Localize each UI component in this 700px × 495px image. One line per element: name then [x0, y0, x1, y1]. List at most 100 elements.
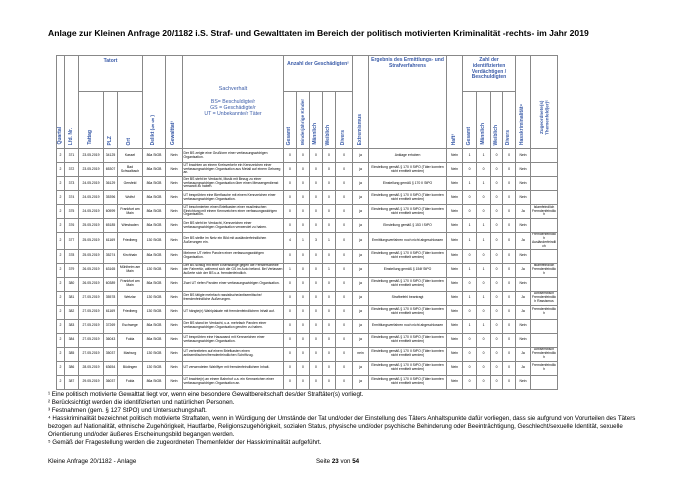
table-cell: 25.05.2019	[78, 232, 104, 250]
table-cell: 130 StGB	[142, 232, 166, 250]
table-cell: 2	[56, 162, 65, 177]
table-row: 2 372 23.05.2019 65307 Bad Schwalbach 86a StG…	[56, 162, 559, 177]
table-cell: 0	[490, 276, 504, 292]
table-cell: 86a StGB	[142, 176, 166, 191]
table-cell: 24.05.2019	[78, 190, 104, 205]
table-row: 2 374 24.05.2019 35396 Wolfsf 86a StGB Nein UT …	[56, 190, 559, 205]
table-cell: 1	[296, 232, 310, 250]
header-cell: Männlich	[479, 123, 486, 145]
table-cell: 0	[476, 304, 492, 320]
table-cell: 35274	[103, 248, 118, 264]
table-cell: Der BS zeigte eine Grußform einer verfas…	[182, 148, 284, 163]
table-cell: 2	[56, 346, 65, 362]
table-cell: 36043	[103, 332, 118, 348]
table-cell: 0	[490, 290, 504, 306]
table-cell: Der BS tätigte mehrfach rassistische/ant…	[182, 290, 284, 306]
footnotes: ¹ Eine politisch motivierte Gewalttat li…	[48, 391, 648, 447]
table-cell: 61169	[103, 304, 118, 320]
table-cell: 2	[56, 218, 65, 233]
table-cell: 60389	[103, 276, 118, 292]
table-cell: ja	[352, 148, 370, 163]
header-cell: Anzahl der Geschädigten²	[282, 55, 354, 92]
table-cell: 1	[462, 148, 478, 163]
table-cell: 384	[64, 332, 79, 348]
header-cell: Extremismus	[356, 113, 363, 145]
table-cell: ja	[352, 176, 370, 191]
table-cell: Nein	[515, 176, 532, 191]
table-cell: 0	[283, 276, 297, 292]
table-cell: ja	[352, 360, 370, 376]
table-cell: 0	[334, 262, 354, 278]
table-cell: 26.05.2019	[78, 276, 104, 292]
table-cell: 0	[296, 290, 310, 306]
table-cell: 0	[283, 190, 297, 205]
table-cell: 0	[309, 360, 323, 376]
table-cell: Einstellung gemäß § 170 II StPO	[368, 176, 448, 191]
table-cell: 0	[322, 162, 336, 177]
table-cell: 0	[476, 204, 492, 219]
table-cell: 0	[502, 290, 517, 306]
table-cell: 86a StGB	[142, 218, 166, 233]
table-cell: Mühlheim am Main	[117, 262, 143, 278]
table-cell: 0	[476, 346, 492, 362]
table-cell: 1	[476, 290, 492, 306]
table-cell: Einstellung gemäß § 170 II StPO (Täter k…	[368, 204, 448, 219]
table-row: 2 386 28.05.2019 63654 Büdingen 130 StGB Nein U…	[56, 360, 559, 376]
table-cell: Einstellung gemäß § 170 II StPO (Täter k…	[368, 190, 448, 205]
table-cell: Einstellung gemäß § 170 II StPO (Täter k…	[368, 374, 448, 390]
table-cell: Mehrere UT riefen Parolen einer verfassu…	[182, 248, 284, 264]
table-cell: 0	[462, 360, 478, 376]
table-cell: 0	[296, 346, 310, 362]
table-cell: 2	[56, 304, 65, 320]
table-cell: Eschwege	[117, 318, 143, 334]
table-cell	[530, 218, 559, 233]
table-cell: Ja	[515, 360, 532, 376]
table-cell: Fremdenfeindlich	[530, 304, 559, 320]
table-cell: 0	[296, 332, 310, 348]
header-cell: Zugeordnete(s) Themenfeld(er)⁵	[538, 99, 550, 135]
table-cell: 130 StGB	[142, 360, 166, 376]
table-cell: Nein	[446, 374, 464, 390]
table-cell: Einstellung gemäß § 170 II StPO (Täter k…	[368, 248, 448, 264]
table-cell: Ermittlungsverfahren noch nicht abgeschl…	[368, 232, 448, 250]
table-cell: Nein	[515, 318, 532, 334]
table-cell: 0	[309, 374, 323, 390]
table-cell: 0	[462, 204, 478, 219]
table-cell: 28.05.2019	[78, 360, 104, 376]
table-cell: 0	[322, 176, 336, 191]
table-cell: 0	[334, 232, 354, 250]
table-cell: 386	[64, 360, 79, 376]
table-cell: 37269	[103, 318, 118, 334]
table-cell: UT besprühten eine Hauswand mit Kennzeic…	[182, 332, 284, 348]
table-cell: Nein	[165, 346, 183, 362]
table-cell: 36037	[103, 374, 118, 390]
table-body: 2 371 23.05.2019 34125 Kassel 86a StGB Nein Der…	[56, 148, 559, 390]
table-cell: 63165	[103, 262, 118, 278]
table-cell: 379	[64, 262, 79, 278]
table-cell: 0	[309, 290, 323, 306]
table-cell: Nein	[165, 248, 183, 264]
table-cell: Bad Schwalbach	[117, 162, 143, 177]
table-cell: 27.05.2019	[78, 318, 104, 334]
table-cell: 0	[462, 332, 478, 348]
table-cell: Nein	[165, 148, 183, 163]
header-cell: Hasskriminalität⁴	[519, 103, 526, 145]
table-cell: 0	[283, 374, 297, 390]
page-sep: von	[340, 458, 351, 465]
footnote: ⁵ Gemäß der Fragestellung werden die zug…	[48, 439, 322, 447]
table-cell: 0	[283, 332, 297, 348]
table-cell: 2	[56, 262, 65, 278]
table-cell: Einstellung gemäß § 170 II StPO (Täter k…	[368, 162, 448, 177]
table-cell: 0	[309, 162, 323, 177]
table-row: 2 380 26.05.2019 60389 Frankfurt am Main 86a …	[56, 276, 559, 292]
table-cell: Nein	[446, 304, 464, 320]
table-cell: 0	[322, 332, 336, 348]
table-row: 2 381 27.05.2019 35578 Wetzlar 130 StGB Nein De…	[56, 290, 559, 306]
table-cell: 1	[476, 148, 492, 163]
table-cell: Nein	[165, 262, 183, 278]
header-cell: Weiblich	[325, 124, 332, 145]
table-cell: 0	[490, 176, 504, 191]
footnote: ² Berücksichtigt werden die identifizier…	[48, 399, 235, 407]
table-cell: Nein	[446, 276, 464, 292]
table-cell: Frankfurt am Main	[117, 204, 143, 219]
